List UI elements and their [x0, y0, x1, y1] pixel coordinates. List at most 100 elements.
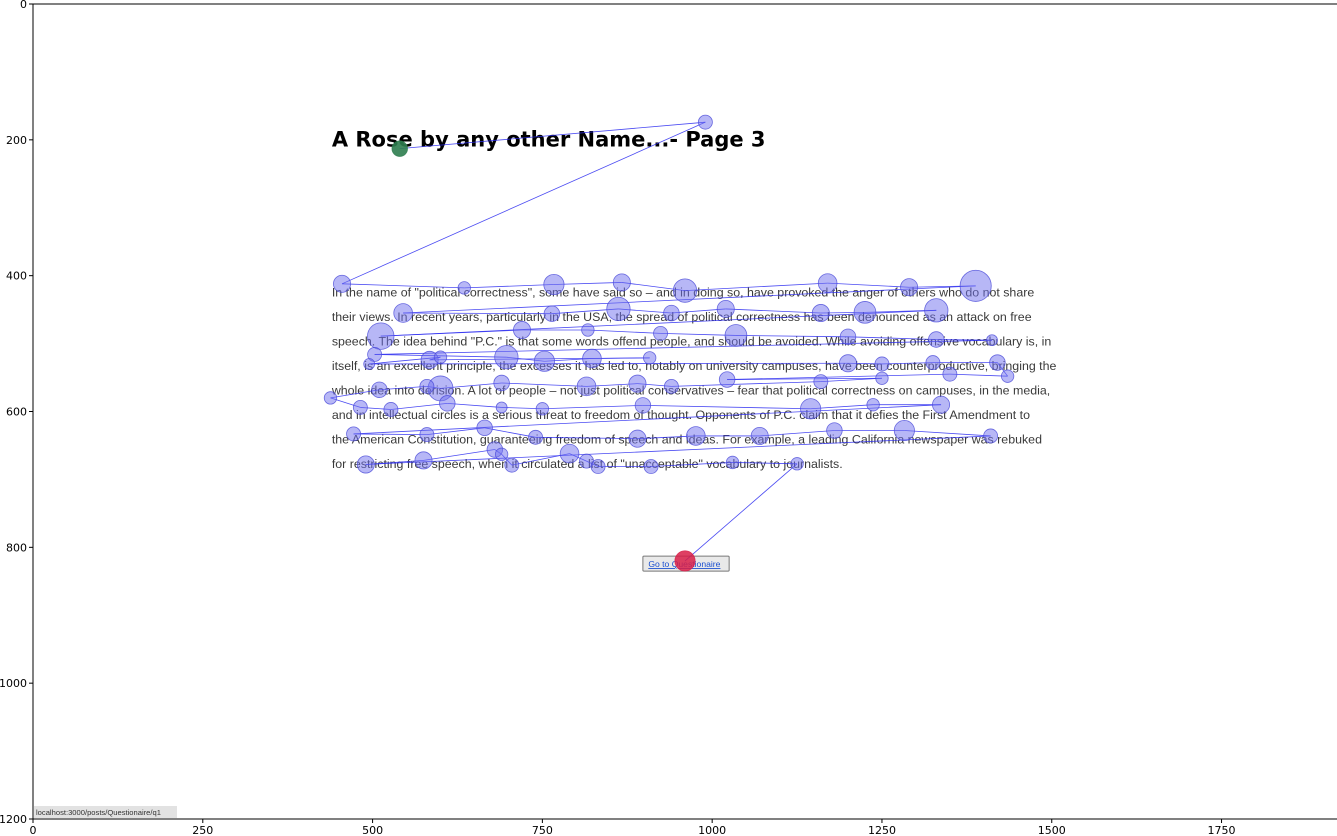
fixation-end-point	[674, 550, 696, 572]
y-tick-label: 1000	[0, 677, 27, 690]
fixation-point	[875, 371, 889, 385]
fixation-point	[535, 402, 550, 416]
scanpath-segment	[403, 312, 552, 315]
fixation-point	[989, 354, 1006, 371]
fixation-point	[813, 374, 829, 390]
fixation-point	[853, 301, 877, 324]
fixation-point	[612, 273, 631, 292]
fixation-point	[839, 354, 857, 373]
fixation-point	[363, 358, 376, 370]
fixation-point	[716, 299, 735, 318]
fixation-point	[826, 422, 843, 439]
paragraph-line: and in intellectual circles is a serious…	[332, 408, 1030, 422]
scanpath-segment	[727, 373, 950, 380]
scanpath-segment	[671, 381, 821, 387]
y-tick-label: 1200	[0, 813, 27, 826]
fixation-point	[356, 455, 375, 474]
fixation-point	[439, 395, 456, 412]
fixation-point	[643, 351, 657, 365]
fixation-point	[866, 398, 880, 412]
scanpath-segment	[725, 308, 821, 314]
fixation-point	[725, 455, 740, 470]
fixation-point	[900, 278, 919, 297]
y-tick-label: 0	[20, 0, 27, 11]
fixation-point	[697, 114, 713, 130]
scanpath-segment	[484, 427, 536, 438]
fixation-point	[893, 419, 915, 442]
y-tick-label: 600	[6, 406, 27, 419]
fixation-point	[663, 304, 680, 322]
scanpath-segment	[423, 449, 495, 461]
scanpath-segment	[660, 332, 736, 336]
fixation-point	[874, 356, 890, 372]
fixation-point	[932, 395, 951, 414]
scanpath-segment	[426, 427, 485, 435]
fixation-point	[352, 400, 368, 415]
fixation-point	[419, 378, 435, 394]
scanpath-segment	[390, 402, 448, 410]
fixation-point	[942, 366, 958, 382]
status-url: localhost:3000/posts/Questionaire/q1	[36, 808, 161, 817]
x-tick-label: 0	[30, 824, 37, 836]
scanpath-segment	[341, 121, 706, 285]
fixation-point	[724, 324, 748, 347]
scanpath-segment	[904, 430, 991, 437]
fixation-point	[582, 348, 602, 369]
scanpath-segment	[535, 436, 638, 440]
fixation-point	[839, 328, 857, 345]
fixation-point	[959, 269, 992, 302]
scanpath-segment	[511, 453, 570, 466]
scanpath-segment	[369, 362, 849, 365]
fixation-point	[493, 374, 510, 392]
x-tick-label: 1750	[1208, 824, 1236, 836]
fixation-point	[986, 334, 998, 347]
scanpath-segment	[949, 373, 1008, 377]
scanpath-segment	[684, 282, 828, 292]
fixation-point	[581, 323, 595, 337]
scanpath-segment	[365, 435, 991, 465]
scanpath-segment	[365, 460, 424, 465]
fixation-point	[346, 426, 361, 442]
fixation-point	[718, 371, 736, 388]
x-tick-label: 1500	[1038, 824, 1066, 836]
scanpath-segment	[727, 377, 882, 380]
scanpath-segment	[759, 430, 835, 437]
scanpath	[330, 121, 1008, 562]
paragraph-line: whole idea into derision. A lot of peopl…	[331, 384, 1050, 398]
fixation-point	[606, 296, 631, 322]
scanpath-segment	[380, 329, 523, 337]
x-tick-label: 250	[192, 824, 213, 836]
fixation-point	[653, 325, 668, 341]
fixation-point	[634, 397, 652, 414]
fixation-point	[494, 345, 519, 370]
fixation-point	[800, 398, 822, 420]
fixation-points	[323, 114, 1015, 572]
scanpath-segment	[501, 407, 543, 410]
scanpath-segment	[732, 462, 798, 465]
fixation-point	[419, 427, 435, 443]
y-tick-label: 800	[6, 541, 27, 554]
fixation-point	[628, 374, 647, 393]
fixation-point	[528, 429, 544, 445]
fixation-point	[983, 428, 999, 444]
fixation-point	[790, 457, 804, 471]
fixation-point	[628, 429, 647, 448]
status-bar: localhost:3000/posts/Questionaire/q1	[34, 806, 177, 818]
scanpath-segment	[353, 404, 942, 435]
scanpath-segment	[342, 283, 465, 289]
fixation-point	[543, 273, 565, 296]
scanpath-segment	[464, 284, 554, 289]
fixation-point	[476, 419, 493, 437]
scanpath-segment	[330, 389, 380, 399]
scanpath-segment	[651, 462, 733, 467]
x-tick-label: 750	[532, 824, 553, 836]
fixation-point	[811, 304, 830, 323]
fixation-point	[433, 350, 448, 364]
fixation-point	[643, 459, 659, 474]
scanpath-segment	[735, 335, 849, 338]
fixation-point	[543, 305, 561, 322]
fixation-point	[371, 381, 388, 398]
fixation-point	[457, 281, 471, 295]
